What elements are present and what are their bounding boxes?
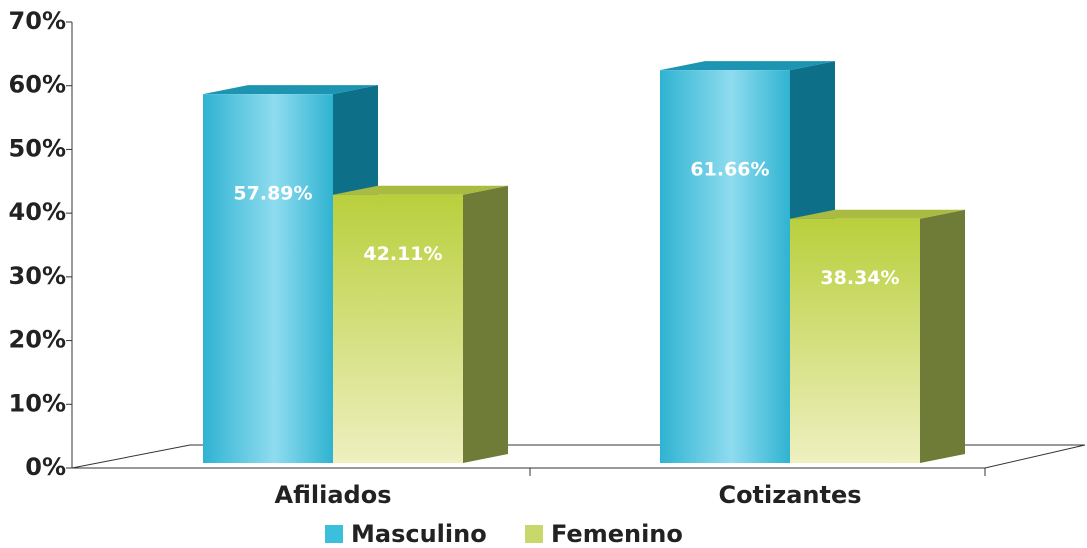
value-label: 57.89% [233, 183, 312, 205]
y-tick-label: 30% [9, 262, 66, 290]
legend-swatch [325, 525, 343, 543]
bar-top [790, 209, 965, 219]
bar-top [333, 185, 508, 195]
y-tick-label: 60% [9, 71, 66, 99]
x-tick-label: Afiliados [275, 481, 392, 509]
value-label: 61.66% [690, 159, 769, 181]
y-tick-label: 40% [9, 198, 66, 226]
bar-side [920, 209, 965, 463]
legend-label: Masculino [351, 520, 487, 548]
y-tick-label: 70% [9, 7, 66, 35]
value-label: 42.11% [363, 243, 442, 265]
x-tick-label: Cotizantes [718, 481, 861, 509]
y-tick-label: 20% [9, 326, 66, 354]
bar [660, 70, 790, 464]
bar [203, 94, 333, 464]
bar [790, 218, 920, 463]
y-tick-label: 10% [9, 389, 66, 417]
bar-side [463, 185, 508, 463]
legend-swatch [525, 525, 543, 543]
y-tick-label: 0% [25, 453, 66, 481]
bar-top [203, 85, 378, 95]
legend-label: Femenino [551, 520, 683, 548]
y-tick-label: 50% [9, 134, 66, 162]
bar [333, 194, 463, 463]
bar-top [660, 61, 835, 71]
value-label: 38.34% [820, 267, 899, 289]
